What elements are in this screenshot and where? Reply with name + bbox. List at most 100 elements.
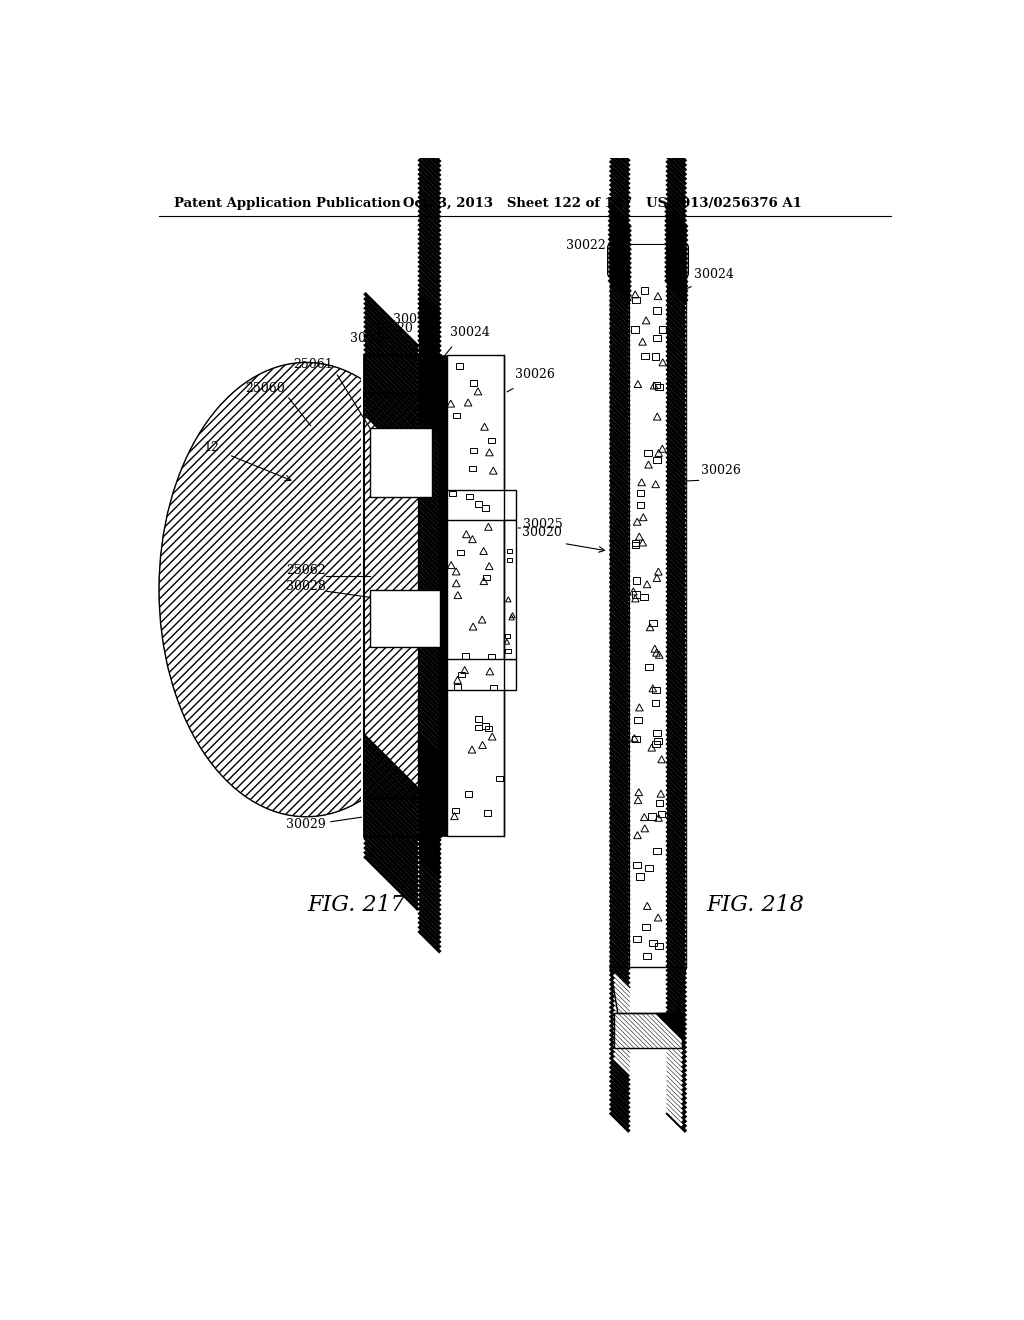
Bar bbox=[505, 649, 511, 653]
Bar bbox=[610, 246, 630, 272]
Text: 25062: 25062 bbox=[286, 564, 326, 577]
Bar bbox=[365, 393, 419, 797]
Bar bbox=[482, 506, 488, 511]
Bar bbox=[483, 576, 490, 581]
Bar bbox=[419, 797, 440, 836]
Bar bbox=[458, 672, 465, 677]
Bar bbox=[637, 490, 644, 496]
Bar bbox=[614, 1014, 682, 1048]
Bar bbox=[633, 862, 641, 869]
Bar bbox=[630, 271, 667, 968]
Bar bbox=[469, 466, 476, 471]
Bar bbox=[667, 271, 686, 968]
Bar bbox=[645, 664, 652, 671]
Bar bbox=[446, 490, 515, 520]
Bar bbox=[365, 797, 419, 836]
Bar bbox=[470, 447, 477, 453]
Bar bbox=[457, 550, 464, 556]
FancyBboxPatch shape bbox=[607, 244, 688, 276]
Bar bbox=[636, 874, 643, 879]
Bar bbox=[507, 549, 512, 553]
Bar bbox=[485, 726, 493, 731]
Bar bbox=[655, 942, 663, 949]
Bar bbox=[651, 354, 659, 359]
Text: Oct. 3, 2013   Sheet 122 of 147   US 2013/0256376 A1: Oct. 3, 2013 Sheet 122 of 147 US 2013/02… bbox=[403, 197, 802, 210]
Text: 30022: 30022 bbox=[566, 239, 606, 252]
Text: 12: 12 bbox=[204, 441, 219, 454]
Bar bbox=[648, 813, 656, 820]
Text: 30024: 30024 bbox=[693, 268, 733, 281]
Bar bbox=[370, 590, 439, 647]
Bar bbox=[634, 717, 642, 723]
Bar bbox=[633, 577, 640, 583]
Bar bbox=[365, 393, 419, 797]
Bar bbox=[643, 953, 650, 960]
Bar bbox=[454, 684, 461, 689]
Bar bbox=[653, 730, 662, 737]
Bar bbox=[632, 540, 639, 546]
Bar bbox=[440, 355, 446, 836]
Bar bbox=[482, 723, 489, 729]
Text: 30020: 30020 bbox=[373, 322, 413, 335]
Bar bbox=[446, 355, 504, 836]
Bar bbox=[651, 700, 659, 706]
Bar bbox=[631, 326, 639, 333]
Bar bbox=[658, 326, 667, 333]
Bar bbox=[653, 849, 660, 854]
Bar bbox=[419, 355, 440, 393]
Bar bbox=[632, 737, 640, 742]
Text: 30025: 30025 bbox=[523, 517, 563, 531]
Bar bbox=[632, 543, 639, 548]
Bar bbox=[614, 1014, 682, 1048]
Bar bbox=[655, 800, 664, 807]
Ellipse shape bbox=[159, 363, 454, 817]
Bar bbox=[652, 742, 660, 747]
Bar bbox=[649, 940, 657, 946]
Text: Patent Application Publication: Patent Application Publication bbox=[174, 197, 401, 210]
Bar bbox=[453, 808, 459, 813]
Text: 30020: 30020 bbox=[522, 525, 562, 539]
Bar bbox=[641, 352, 648, 359]
Bar bbox=[470, 380, 477, 385]
Bar bbox=[504, 520, 515, 659]
Bar bbox=[507, 558, 512, 562]
Bar bbox=[490, 685, 497, 690]
Bar bbox=[657, 810, 666, 817]
Bar bbox=[504, 355, 515, 490]
Bar bbox=[654, 738, 662, 744]
Bar bbox=[610, 246, 686, 272]
Text: 30026: 30026 bbox=[515, 368, 555, 381]
Bar bbox=[610, 271, 686, 968]
Bar bbox=[653, 457, 662, 463]
Bar bbox=[655, 384, 664, 391]
Bar bbox=[370, 428, 432, 498]
Bar bbox=[633, 936, 641, 942]
Bar bbox=[365, 355, 419, 393]
Bar bbox=[651, 686, 659, 693]
Bar bbox=[640, 594, 648, 599]
Bar bbox=[487, 437, 495, 444]
Bar bbox=[419, 393, 440, 797]
Bar bbox=[644, 450, 651, 457]
Bar bbox=[649, 620, 657, 626]
Bar bbox=[475, 725, 481, 730]
Text: 30029: 30029 bbox=[350, 331, 390, 345]
Bar bbox=[496, 776, 503, 781]
Bar bbox=[484, 810, 492, 816]
Text: 30029: 30029 bbox=[286, 818, 326, 832]
Text: 30024: 30024 bbox=[450, 326, 489, 338]
Bar bbox=[450, 491, 456, 496]
Bar bbox=[475, 502, 481, 507]
Text: 30028: 30028 bbox=[286, 579, 326, 593]
Bar bbox=[505, 635, 510, 638]
Text: 25061: 25061 bbox=[294, 358, 334, 371]
Bar bbox=[504, 689, 515, 836]
Text: 30022: 30022 bbox=[392, 313, 432, 326]
Bar bbox=[466, 494, 473, 499]
Bar bbox=[645, 865, 653, 871]
Bar bbox=[465, 792, 472, 797]
Bar bbox=[632, 591, 640, 598]
Bar bbox=[457, 363, 463, 368]
Bar bbox=[610, 271, 630, 968]
Bar bbox=[637, 502, 644, 508]
